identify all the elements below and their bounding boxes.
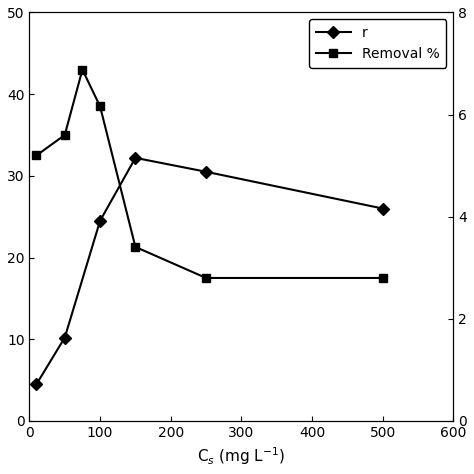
r [133,155,138,161]
Removal % [133,244,138,250]
r [34,381,39,387]
Removal % [34,153,39,158]
r [97,218,103,224]
r [62,335,68,340]
X-axis label: C$_s$ (mg L$^{-1}$): C$_s$ (mg L$^{-1}$) [197,446,285,467]
Removal % [80,67,85,73]
r [380,206,385,211]
Removal % [97,103,103,109]
Legend: r, Removal %: r, Removal % [309,19,447,68]
Removal % [380,275,385,281]
r [203,169,209,174]
Line: Removal %: Removal % [32,65,387,282]
Removal % [62,132,68,138]
Line: r: r [32,154,387,388]
Removal % [203,275,209,281]
